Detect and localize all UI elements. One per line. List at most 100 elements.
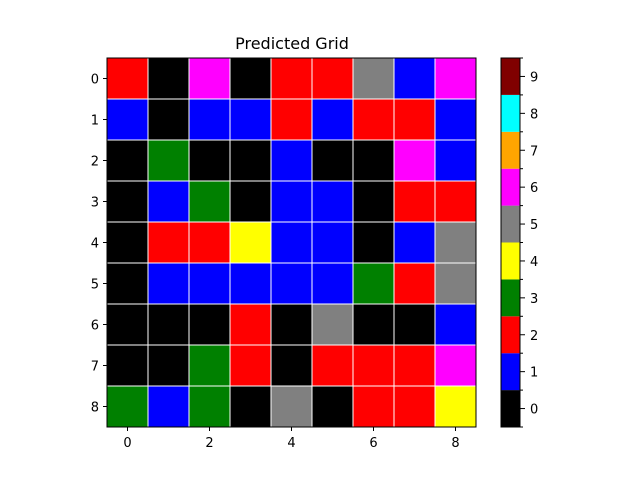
colorbar-tick-label: 5 bbox=[530, 218, 538, 233]
heatmap-cell-r0-c8 bbox=[434, 57, 477, 100]
heatmap-cell-r0-c3 bbox=[229, 57, 272, 100]
heatmap-cell-r6-c0 bbox=[106, 303, 149, 346]
heatmap-cell-r3-c0 bbox=[106, 180, 149, 223]
heatmap-cell-r0-c4 bbox=[270, 57, 313, 100]
colorbar-segment-6 bbox=[501, 168, 520, 206]
colorbar-tick-label: 3 bbox=[530, 292, 538, 307]
heatmap-cell-r0-c5 bbox=[311, 57, 354, 100]
heatmap-cell-r5-c4 bbox=[270, 262, 313, 305]
heatmap-cell-r0-c6 bbox=[352, 57, 395, 100]
colorbar-segment-3 bbox=[501, 279, 520, 317]
colorbar-tick-label: 4 bbox=[530, 255, 538, 270]
heatmap-cell-r5-c8 bbox=[434, 262, 477, 305]
heatmap-cell-r5-c3 bbox=[229, 262, 272, 305]
y-tick-label: 0 bbox=[91, 73, 99, 88]
y-tick-label: 6 bbox=[91, 319, 99, 334]
heatmap-cell-r3-c6 bbox=[352, 180, 395, 223]
heatmap-cell-r3-c2 bbox=[188, 180, 231, 223]
heatmap-cell-r6-c4 bbox=[270, 303, 313, 346]
heatmap-cell-r6-c5 bbox=[311, 303, 354, 346]
heatmap-cell-r8-c5 bbox=[311, 385, 354, 428]
heatmap-cell-r3-c3 bbox=[229, 180, 272, 223]
heatmap-cell-r2-c1 bbox=[147, 139, 190, 182]
heatmap-cell-r1-c4 bbox=[270, 98, 313, 141]
heatmap-cell-r4-c0 bbox=[106, 221, 149, 264]
colorbar: 0 1 2 3 4 5 6 7 8 9 bbox=[500, 57, 538, 428]
heatmap-cell-r2-c2 bbox=[188, 139, 231, 182]
colorbar-segment-0 bbox=[501, 390, 520, 427]
heatmap-cell-r8-c2 bbox=[188, 385, 231, 428]
heatmap-cell-r1-c7 bbox=[393, 98, 436, 141]
y-tick-label: 4 bbox=[91, 237, 99, 252]
heatmap-cell-r5-c1 bbox=[147, 262, 190, 305]
heatmap-cell-r6-c2 bbox=[188, 303, 231, 346]
heatmap-cell-r1-c8 bbox=[434, 98, 477, 141]
y-tick-label: 1 bbox=[91, 114, 99, 129]
x-tick-label: 8 bbox=[451, 436, 459, 451]
heatmap-cell-r4-c2 bbox=[188, 221, 231, 264]
heatmap-cell-r8-c0 bbox=[106, 385, 149, 428]
heatmap-cell-r7-c5 bbox=[311, 344, 354, 387]
heatmap-cell-r8-c6 bbox=[352, 385, 395, 428]
colorbar-tick-label: 2 bbox=[530, 329, 538, 344]
heatmap-cell-r6-c3 bbox=[229, 303, 272, 346]
heatmap-cell-r3-c4 bbox=[270, 180, 313, 223]
heatmap-cell-r1-c1 bbox=[147, 98, 190, 141]
heatmap-cell-r1-c3 bbox=[229, 98, 272, 141]
colorbar-segment-2 bbox=[501, 316, 520, 354]
y-tick-label: 2 bbox=[91, 155, 99, 170]
colorbar-tick-label: 7 bbox=[530, 144, 538, 159]
heatmap-cell-r5-c7 bbox=[393, 262, 436, 305]
colorbar-segment-4 bbox=[501, 242, 520, 280]
heatmap-cell-r1-c0 bbox=[106, 98, 149, 141]
heatmap-cell-r5-c2 bbox=[188, 262, 231, 305]
heatmap-cell-r2-c6 bbox=[352, 139, 395, 182]
x-tick-label: 4 bbox=[287, 436, 295, 451]
heatmap-cell-r4-c8 bbox=[434, 221, 477, 264]
colorbar-tick-label: 1 bbox=[530, 366, 538, 381]
heatmap-cell-r2-c0 bbox=[106, 139, 149, 182]
heatmap-cell-r1-c5 bbox=[311, 98, 354, 141]
colorbar-tick-label: 8 bbox=[530, 107, 538, 122]
colorbar-segment-8 bbox=[501, 94, 520, 132]
colorbar-segment-1 bbox=[501, 353, 520, 391]
x-tick-label: 6 bbox=[369, 436, 377, 451]
colorbar-segment-9 bbox=[501, 58, 520, 95]
heatmap-cell-r4-c3 bbox=[229, 221, 272, 264]
heatmap-cell-r0-c1 bbox=[147, 57, 190, 100]
heatmap-cell-r4-c6 bbox=[352, 221, 395, 264]
heatmap-cell-r0-c7 bbox=[393, 57, 436, 100]
heatmap-cell-r7-c7 bbox=[393, 344, 436, 387]
colorbar-tick-label: 9 bbox=[530, 70, 538, 85]
heatmap-cell-r7-c3 bbox=[229, 344, 272, 387]
colorbar-tick-label: 6 bbox=[530, 181, 538, 196]
heatmap-cell-r3-c5 bbox=[311, 180, 354, 223]
heatmap-cell-r2-c7 bbox=[393, 139, 436, 182]
heatmap-cell-r5-c5 bbox=[311, 262, 354, 305]
heatmap-axes: 0 2 4 6 8 0 1 2 3 4 5 6 7 8 bbox=[91, 57, 477, 451]
heatmap-cell-r1-c6 bbox=[352, 98, 395, 141]
heatmap-cell-r5-c0 bbox=[106, 262, 149, 305]
heatmap-cell-r0-c2 bbox=[188, 57, 231, 100]
y-tick-label: 8 bbox=[91, 401, 99, 416]
heatmap-cell-r4-c4 bbox=[270, 221, 313, 264]
heatmap-cell-r2-c3 bbox=[229, 139, 272, 182]
heatmap-cell-r3-c8 bbox=[434, 180, 477, 223]
heatmap-cell-r3-c7 bbox=[393, 180, 436, 223]
heatmap-cell-r8-c8 bbox=[434, 385, 477, 428]
heatmap-cell-r0-c0 bbox=[106, 57, 149, 100]
heatmap-cell-r7-c2 bbox=[188, 344, 231, 387]
heatmap-cell-r7-c8 bbox=[434, 344, 477, 387]
heatmap-cell-r2-c8 bbox=[434, 139, 477, 182]
heatmap-cell-r6-c1 bbox=[147, 303, 190, 346]
heatmap-cell-r1-c2 bbox=[188, 98, 231, 141]
heatmap-cell-r8-c1 bbox=[147, 385, 190, 428]
heatmap-cell-r5-c6 bbox=[352, 262, 395, 305]
heatmap-cell-r7-c6 bbox=[352, 344, 395, 387]
heatmap-cell-r2-c4 bbox=[270, 139, 313, 182]
colorbar-segment-5 bbox=[501, 205, 520, 243]
heatmap-cell-r7-c1 bbox=[147, 344, 190, 387]
y-tick-label: 5 bbox=[91, 278, 99, 293]
chart-title: Predicted Grid bbox=[235, 34, 349, 53]
